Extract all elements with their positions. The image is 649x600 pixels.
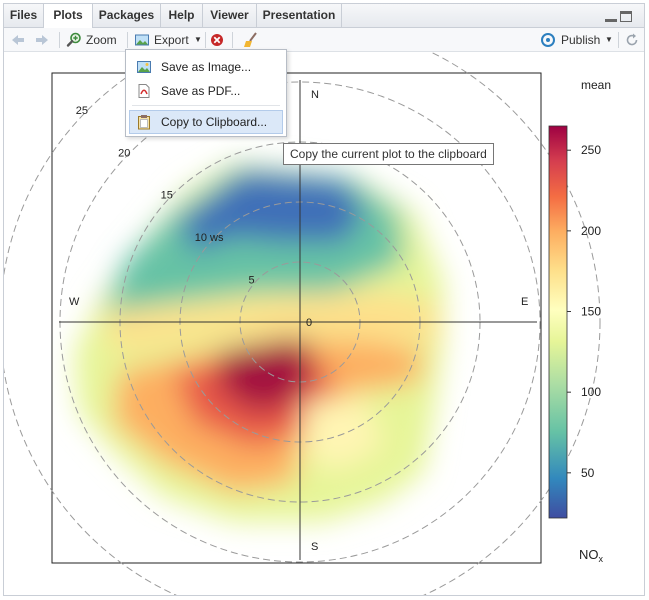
export-button[interactable]: Export ▼	[134, 32, 202, 48]
clipboard-icon	[136, 114, 152, 137]
tab-viewer[interactable]: Viewer	[203, 4, 257, 27]
back-arrow-icon[interactable]	[10, 32, 26, 48]
polar-plot: W E N S 0 5 10 ws 15 20 25 mean 50 100 150 200 25…	[0, 21, 611, 600]
colorbar-tick-label: 100	[581, 385, 601, 399]
compass-west: W	[69, 296, 80, 308]
image-icon	[136, 59, 152, 83]
menu-item-label: Save as PDF...	[161, 84, 241, 98]
publish-label: Publish	[561, 33, 601, 47]
compass-south: S	[311, 541, 318, 553]
radial-tick-labels: 0 5 10 ws 15 20 25	[76, 105, 312, 329]
radial-tick-label: 10 ws	[195, 232, 224, 244]
pane-tab-bar: Files Plots Packages Help Viewer Present…	[4, 4, 644, 28]
menu-item-copy-clipboard[interactable]: Copy to Clipboard...	[129, 110, 283, 134]
toolbar-separator	[59, 32, 60, 48]
colorbar-label: NOx	[579, 547, 604, 564]
plots-pane: Files Plots Packages Help Viewer Present…	[0, 3, 645, 600]
menu-item-label: Save as Image...	[161, 60, 252, 74]
toolbar-separator	[618, 32, 619, 48]
colorbar-tick-label: 250	[581, 143, 601, 157]
toolbar-separator	[127, 32, 128, 48]
toolbar-separator	[232, 32, 233, 48]
maximize-icon[interactable]	[620, 11, 632, 22]
zoom-label: Zoom	[86, 33, 117, 47]
dropdown-arrow-icon: ▼	[605, 35, 613, 44]
heatmap-surface	[74, 162, 444, 522]
tab-help[interactable]: Help	[161, 4, 203, 27]
plot-area: W E N S 0 5 10 ws 15 20 25 mean 50 100 150 200 25…	[0, 21, 644, 600]
plots-toolbar: Zoom Export ▼	[4, 28, 644, 52]
menu-separator	[132, 105, 280, 106]
publish-icon	[539, 32, 557, 52]
radial-tick-label: 15	[161, 190, 173, 202]
zoom-icon	[66, 32, 82, 52]
tab-files[interactable]: Files	[4, 4, 44, 27]
dropdown-arrow-icon: ▼	[194, 35, 202, 44]
menu-item-label: Copy to Clipboard...	[161, 115, 268, 129]
colorbar-ticks: 50 100 150 200 250	[567, 143, 601, 480]
export-image-icon	[134, 32, 150, 52]
export-menu: Save as Image... Save as PDF... Copy to …	[125, 49, 287, 137]
broom-icon[interactable]	[242, 32, 260, 48]
radial-tick-label: 0	[306, 317, 312, 329]
colorbar-tick-label: 50	[581, 466, 595, 480]
colorbar-tick-label: 200	[581, 224, 601, 238]
forward-arrow-icon[interactable]	[34, 32, 50, 48]
remove-plot-icon[interactable]	[209, 32, 225, 48]
radial-tick-label: 25	[76, 105, 88, 117]
tab-plots[interactable]: Plots	[44, 4, 93, 28]
pdf-icon	[136, 83, 152, 107]
minimize-icon[interactable]	[605, 11, 617, 22]
radial-tick-label: 20	[118, 147, 130, 159]
compass-east: E	[521, 296, 528, 308]
tab-packages[interactable]: Packages	[93, 4, 161, 27]
export-label: Export	[154, 33, 189, 47]
zoom-button[interactable]: Zoom	[66, 32, 120, 48]
menu-item-save-pdf[interactable]: Save as PDF...	[129, 79, 283, 103]
tab-presentation[interactable]: Presentation	[257, 4, 342, 27]
colorbar	[548, 125, 568, 519]
compass-north: N	[311, 89, 319, 101]
refresh-icon[interactable]	[624, 32, 640, 48]
toolbar-separator	[205, 32, 206, 48]
publish-button[interactable]: Publish ▼	[539, 32, 619, 48]
tooltip: Copy the current plot to the clipboard	[283, 143, 494, 165]
radial-tick-label: 5	[249, 275, 255, 287]
menu-item-save-image[interactable]: Save as Image...	[129, 55, 283, 79]
colorbar-tick-label: 150	[581, 305, 601, 319]
colorbar-title: mean	[581, 78, 611, 92]
